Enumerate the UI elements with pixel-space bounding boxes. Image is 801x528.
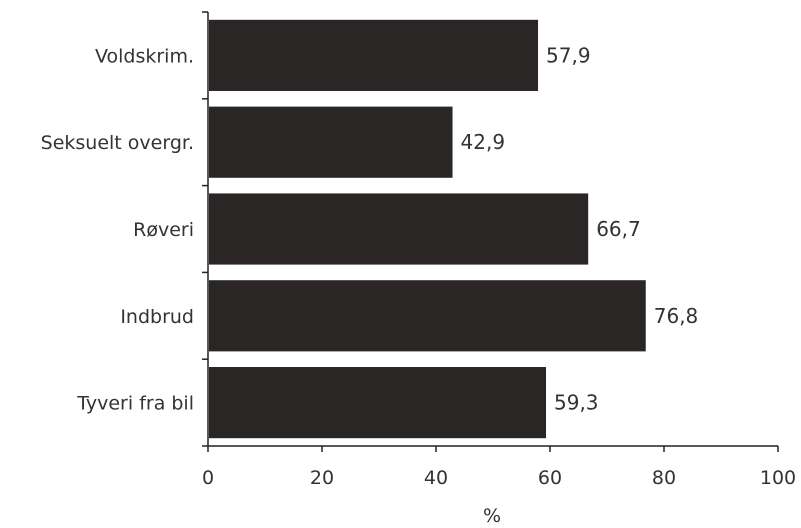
category-label: Indbrud (120, 306, 194, 328)
category-label: Voldskrim. (95, 45, 194, 67)
bar (209, 193, 589, 265)
x-tick-label: 100 (760, 467, 796, 489)
x-tick-label: 20 (310, 467, 334, 489)
x-tick-label: 0 (202, 467, 214, 489)
bar (209, 19, 539, 91)
bar (209, 367, 547, 439)
data-label: 42,9 (461, 130, 506, 154)
data-label: 66,7 (596, 217, 641, 241)
x-tick-label: 60 (538, 467, 562, 489)
data-label: 59,3 (554, 391, 599, 415)
bar (209, 280, 646, 352)
x-tick-label: 40 (424, 467, 448, 489)
ticks-layer (202, 11, 779, 452)
data-label: 76,8 (654, 304, 699, 328)
bar (209, 106, 453, 178)
category-label: Seksuelt overgr. (41, 132, 194, 154)
category-label: Røveri (133, 219, 194, 241)
x-tick-label: 80 (652, 467, 676, 489)
data-label: 57,9 (546, 43, 591, 67)
category-label: Tyveri fra bil (76, 393, 194, 415)
bars-layer (209, 19, 646, 439)
labels-layer: Voldskrim. 57,9 Seksuelt overgr. 42,9 Røveri… (41, 43, 796, 489)
axes-layer (207, 12, 778, 447)
x-axis-title: % (483, 505, 501, 527)
